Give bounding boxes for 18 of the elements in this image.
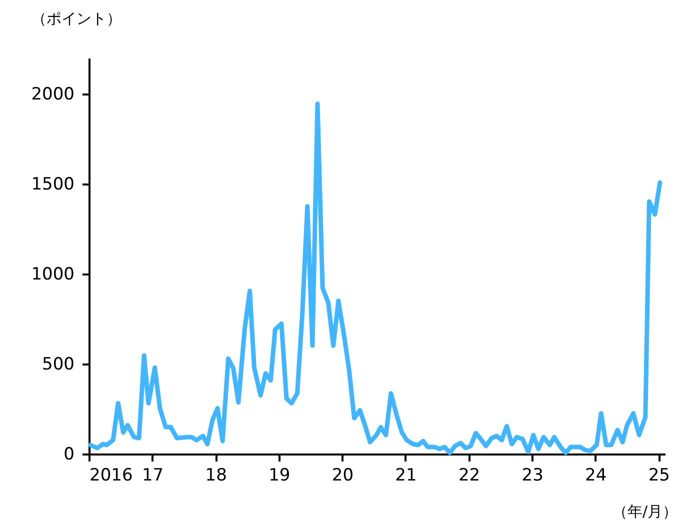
x-tick-label: 2016 — [90, 466, 133, 486]
x-tick-label: 25 — [648, 466, 670, 486]
x-axis-title: （年/月） — [612, 502, 676, 520]
y-tick-label: 0 — [64, 444, 74, 464]
line-series — [88, 102, 662, 456]
x-tick-label: 22 — [458, 466, 480, 486]
x-tick-label: 17 — [142, 466, 164, 486]
y-axis-title: （ポイント） — [32, 10, 122, 28]
y-tick-label: 500 — [42, 354, 74, 374]
x-tick-label: 24 — [585, 466, 607, 486]
x-tick-label: 21 — [395, 466, 417, 486]
x-tick-label: 20 — [332, 466, 354, 486]
x-tick-label: 18 — [205, 466, 227, 486]
y-tick-label: 1500 — [31, 174, 74, 194]
x-tick-label: 19 — [268, 466, 290, 486]
x-tick-label: 23 — [522, 466, 544, 486]
y-tick-label: 1000 — [31, 264, 74, 284]
y-tick-label: 2000 — [31, 84, 74, 104]
